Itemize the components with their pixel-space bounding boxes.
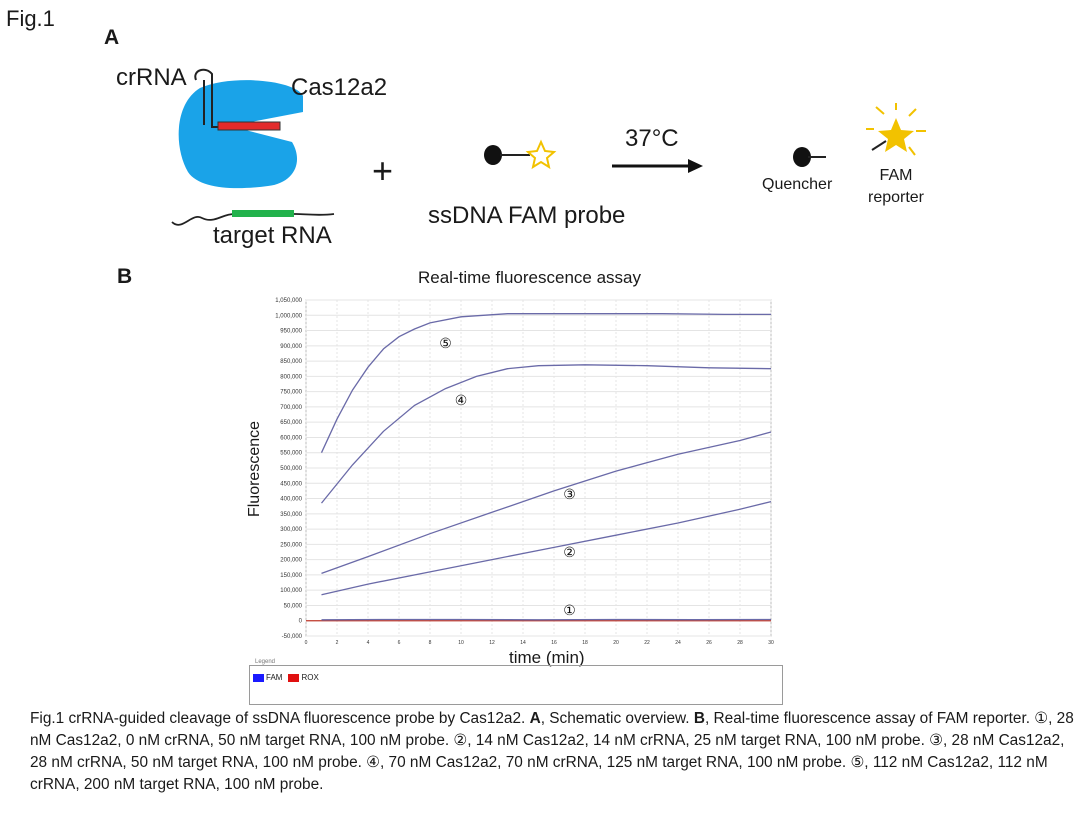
- fam-reporter-star-icon: [878, 118, 914, 152]
- x-tick-label: 16: [551, 640, 557, 646]
- series-label-1: ①: [563, 602, 576, 618]
- chart-series: ① ② ③ ④ ⑤: [306, 313, 772, 622]
- y-tick-label: 800,000: [280, 374, 302, 380]
- legend-box: Legend FAM ROX: [249, 659, 783, 705]
- x-tick-label: 0: [305, 640, 308, 646]
- legend-label-fam: FAM: [266, 673, 283, 682]
- y-tick-label: 450,000: [280, 481, 302, 487]
- legend-label-rox: ROX: [301, 673, 319, 682]
- series-label-3: ③: [563, 486, 576, 502]
- legend-swatch-rox: [288, 673, 300, 682]
- fluorescence-chart: -50,000050,000100,000150,000200,000250,0…: [275, 298, 774, 646]
- x-tick-label: 18: [582, 640, 588, 646]
- target-rna-strand: [171, 213, 335, 226]
- legend-items: FAM ROX: [253, 673, 325, 682]
- series-label-2: ②: [563, 544, 576, 560]
- crrna-hairpin: [194, 68, 280, 128]
- y-tick-label: 300,000: [280, 527, 302, 533]
- panel-a-letter: A: [104, 26, 120, 49]
- reporter-linker: [871, 140, 887, 151]
- y-tick-label: 1,050,000: [275, 298, 302, 304]
- target-rna-label: target RNA: [213, 222, 332, 249]
- y-tick-label: 400,000: [280, 497, 302, 503]
- fam-label-line1: FAM: [879, 167, 913, 184]
- caption-part-1: Fig.1 crRNA-guided cleavage of ssDNA flu…: [30, 710, 530, 727]
- y-tick-label: 550,000: [280, 451, 302, 457]
- y-tick-label: 650,000: [280, 420, 302, 426]
- series-line-4: [320, 364, 772, 504]
- fam-glow-rays: [866, 103, 926, 156]
- reaction-arrowhead: [688, 159, 703, 173]
- x-tick-label: 20: [613, 640, 619, 646]
- probe-quencher-dot: [484, 145, 502, 165]
- x-tick-label: 2: [336, 640, 339, 646]
- y-tick-label: 700,000: [280, 405, 302, 411]
- y-tick-label: 150,000: [280, 573, 302, 579]
- x-tick-label: 14: [520, 640, 526, 646]
- series-line-5: [320, 313, 771, 453]
- y-tick-label: 850,000: [280, 359, 302, 365]
- series-line-3: [321, 431, 772, 575]
- x-tick-label: 28: [737, 640, 743, 646]
- chart-title: Real-time fluorescence assay: [418, 268, 641, 287]
- x-tick-label: 8: [429, 640, 432, 646]
- y-tick-label: 0: [299, 619, 303, 625]
- x-tick-label: 4: [367, 640, 370, 646]
- target-rna-bar: [232, 210, 294, 217]
- series-label-4: ④: [455, 392, 468, 408]
- cas12a2-label: Cas12a2: [291, 74, 388, 101]
- chart-axes: -50,000050,000100,000150,000200,000250,0…: [275, 298, 774, 646]
- fam-reporter-label: FAM reporter: [858, 165, 934, 209]
- x-tick-label: 26: [706, 640, 712, 646]
- temperature-label: 37°C: [625, 125, 679, 152]
- legend-title: Legend: [254, 659, 277, 665]
- crrna-label: crRNA: [116, 64, 187, 91]
- x-tick-label: 22: [644, 640, 650, 646]
- panel-b-letter: B: [117, 265, 133, 288]
- x-axis-label: time (min): [507, 648, 587, 668]
- caption-part-2: , Schematic overview.: [540, 710, 694, 727]
- legend-item-fam: FAM: [253, 673, 282, 682]
- x-tick-label: 6: [398, 640, 401, 646]
- x-tick-label: 30: [768, 640, 774, 646]
- figure-label: Fig.1: [6, 6, 55, 31]
- series-label-5: ⑤: [439, 335, 452, 351]
- caption-part-3: , Real-time fluorescence assay of FAM re…: [30, 710, 1074, 793]
- x-tick-label: 12: [489, 640, 495, 646]
- y-tick-label: 950,000: [280, 329, 302, 335]
- fam-label-line2: reporter: [867, 189, 925, 206]
- caption-panel-b-ref: B: [693, 710, 705, 727]
- plus-sign: +: [372, 150, 394, 191]
- legend-item-rox: ROX: [288, 673, 319, 682]
- crrna-bar: [217, 121, 281, 131]
- x-tick-label: 24: [675, 640, 681, 646]
- y-tick-label: -50,000: [282, 634, 303, 640]
- caption-panel-a-ref: A: [529, 710, 541, 727]
- series-line-2: [321, 500, 772, 596]
- quencher-label: Quencher: [762, 176, 833, 193]
- x-tick-label: 10: [458, 640, 464, 646]
- y-tick-label: 250,000: [280, 542, 302, 548]
- probe-star-icon: [525, 139, 557, 170]
- legend-swatch-fam: [253, 673, 264, 682]
- schematic-diagram: [171, 68, 926, 226]
- quencher-dot: [793, 147, 811, 167]
- probe-label: ssDNA FAM probe: [428, 202, 626, 229]
- cas12a2-protein-shape: [178, 80, 303, 189]
- y-tick-label: 1,000,000: [275, 313, 302, 319]
- chart-grid: [305, 299, 772, 637]
- figure-caption: Fig.1 crRNA-guided cleavage of ssDNA flu…: [30, 708, 1078, 796]
- y-tick-label: 100,000: [280, 588, 302, 594]
- y-tick-label: 500,000: [280, 466, 302, 472]
- y-tick-label: 50,000: [284, 603, 303, 609]
- y-tick-label: 900,000: [280, 344, 302, 350]
- y-tick-label: 350,000: [280, 512, 302, 518]
- y-tick-label: 750,000: [280, 390, 302, 396]
- y-tick-label: 600,000: [280, 435, 302, 441]
- y-tick-label: 200,000: [280, 558, 302, 564]
